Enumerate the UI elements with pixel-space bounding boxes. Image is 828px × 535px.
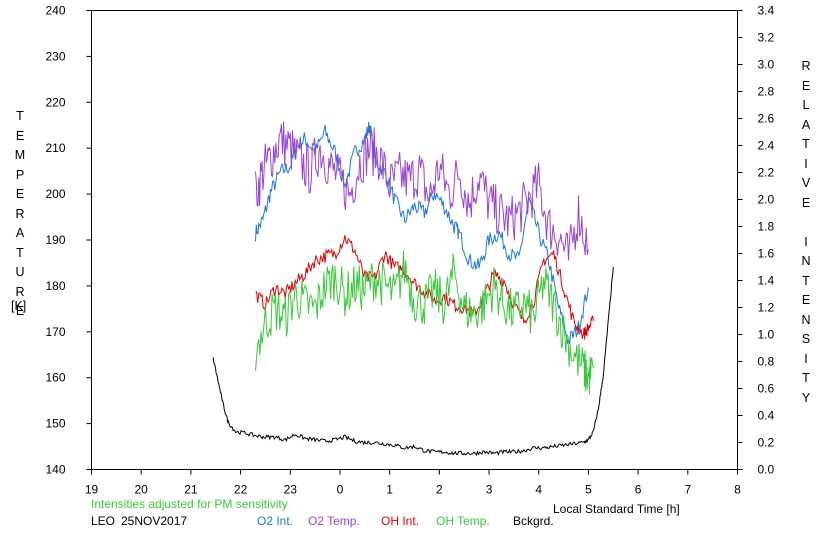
axis-label-letter: I: [804, 156, 808, 171]
axis-label-letter: T: [16, 109, 24, 123]
x-tick-label: 22: [234, 483, 248, 497]
legend-o2-temp: O2 Temp.: [308, 514, 360, 528]
axis-label-letter: R: [15, 284, 25, 299]
axis-label-letter: V: [801, 176, 811, 190]
series-line-o2-temp: [255, 121, 589, 261]
series-line-oh-int: [255, 235, 594, 340]
right-tick-label: 0.6: [758, 382, 775, 396]
x-tick-label: 7: [684, 483, 691, 497]
axis-label-letter: I: [804, 234, 808, 249]
left-axis-unit: [K]: [11, 299, 27, 313]
x-tick-label: 4: [535, 483, 542, 497]
right-tick-label: 1.6: [758, 247, 775, 261]
right-tick-label: 2.4: [758, 139, 775, 153]
x-tick-label: 3: [486, 483, 493, 497]
legend-bckgrd: Bckgrd.: [513, 514, 554, 528]
left-tick-label: 180: [45, 279, 65, 293]
left-tick-label: 200: [45, 187, 65, 201]
axis-label-letter: M: [14, 148, 26, 162]
axis-label-letter: T: [802, 273, 810, 288]
x-tick-label: 2: [436, 483, 443, 497]
axis-label-letter: P: [15, 167, 25, 182]
axis-label-letter: T: [16, 245, 24, 260]
axis-label-letter: U: [15, 265, 25, 279]
x-tick-label: 19: [85, 483, 99, 497]
x-axis-label: Local Standard Time [h]: [553, 502, 680, 516]
left-tick-label: 220: [45, 95, 65, 109]
left-tick-label: 240: [45, 4, 65, 18]
axis-label-letter: N: [801, 254, 811, 268]
right-tick-label: 2.0: [758, 193, 775, 207]
date-label: 25NOV2017: [121, 514, 188, 528]
left-tick-label: 210: [45, 141, 65, 155]
x-tick-label: 5: [585, 483, 592, 497]
right-tick-label: 0.0: [758, 463, 775, 477]
left-axis-ticks: 240 230 220 210 200 190 180 170 160 150 140: [45, 4, 92, 477]
axis-label-letter: T: [802, 371, 810, 385]
pm-note: Intensities adjusted for PM sensitivity: [91, 497, 288, 511]
x-tick-label: 1: [386, 483, 393, 497]
axis-label-letter: S: [801, 332, 811, 346]
axis-label-letter: E: [15, 304, 25, 318]
series-line-oh-temp: [255, 250, 594, 395]
legend-oh-int: OH Int.: [381, 514, 420, 528]
right-tick-label: 1.0: [758, 328, 775, 342]
right-tick-label: 3.2: [758, 31, 775, 45]
x-tick-label: 0: [337, 483, 344, 497]
right-tick-label: 2.6: [758, 112, 775, 126]
axis-label-letter: Y: [801, 390, 811, 405]
left-tick-label: 160: [45, 371, 65, 385]
x-tick-label: 20: [135, 483, 149, 497]
axis-label-letter: R: [15, 206, 25, 221]
axis-label-letter: I: [804, 351, 808, 366]
right-tick-label: 3.4: [758, 4, 775, 18]
axis-label-letter: [796, 213, 816, 233]
right-tick-label: 1.8: [758, 220, 775, 234]
legend-o2-int: O2 Int.: [257, 514, 294, 528]
series-line-bckgrd: [212, 266, 614, 457]
axis-label-letter: T: [802, 137, 810, 151]
plot-frame: [91, 10, 738, 470]
x-tick-label: 23: [284, 483, 298, 497]
right-tick-label: 2.8: [758, 85, 775, 99]
axis-label-letter: E: [15, 128, 25, 143]
axis-label-letter: R: [801, 59, 811, 73]
right-axis-ticks: 3.4 3.2 3.0 2.8 2.6 2.4 2.2 2.0 1.8 1.6 1.4 1.2 1.0 0…: [737, 4, 775, 477]
right-tick-label: 1.2: [758, 301, 775, 315]
series-layer: [212, 121, 614, 457]
axis-label-letter: A: [15, 226, 25, 240]
axis-label-letter: E: [801, 78, 811, 93]
axis-label-letter: A: [801, 117, 811, 132]
x-tick-label: 21: [184, 483, 198, 497]
left-tick-label: 140: [45, 463, 65, 477]
axis-label-letter: E: [801, 293, 811, 307]
series-line-o2-int: [255, 121, 589, 345]
right-tick-label: 0.8: [758, 355, 775, 369]
station-label: LEO: [91, 514, 116, 528]
left-tick-label: 150: [45, 417, 65, 431]
axis-label-letter: E: [15, 187, 25, 201]
left-tick-label: 190: [45, 233, 65, 247]
x-tick-label: 6: [635, 483, 642, 497]
left-tick-label: 170: [45, 325, 65, 339]
x-tick-label: 8: [734, 483, 741, 497]
x-axis-ticks: 19 20 21 22 23 0 1 2 3 4 5 6 7 8: [85, 469, 741, 497]
left-tick-label: 230: [45, 49, 65, 63]
axis-label-letter: L: [802, 98, 810, 112]
right-tick-label: 0.2: [758, 436, 775, 450]
right-tick-label: 1.4: [758, 274, 775, 288]
legend-oh-temp: OH Temp.: [436, 514, 490, 528]
axis-label-letter: E: [801, 195, 811, 210]
right-tick-label: 0.4: [758, 409, 775, 423]
right-tick-label: 2.2: [758, 166, 775, 180]
axis-label-letter: N: [801, 312, 811, 327]
right-tick-label: 3.0: [758, 58, 775, 72]
